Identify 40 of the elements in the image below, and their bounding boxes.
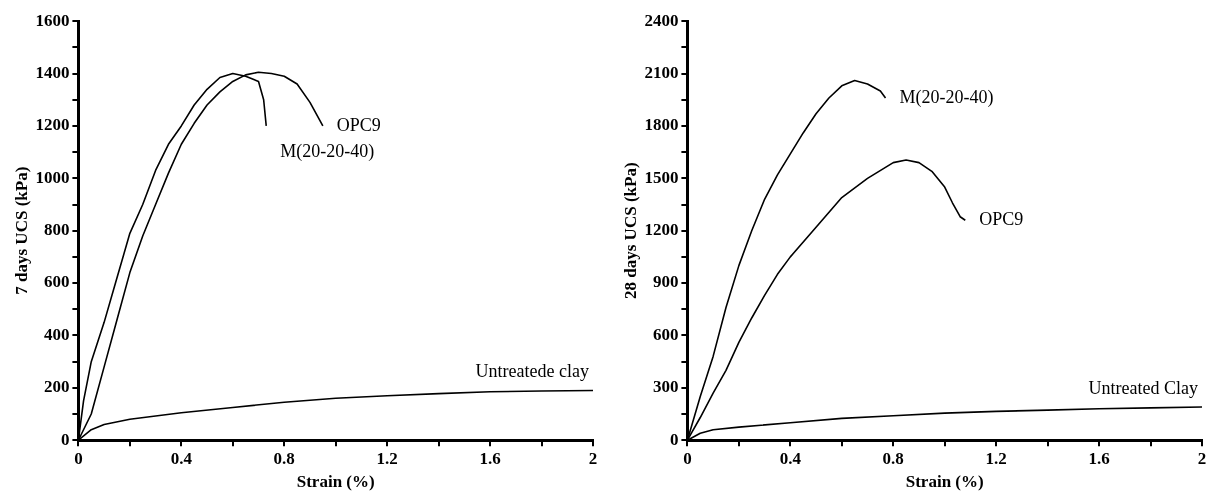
x-axis-title: Strain (%) [905,472,984,492]
x-tick-label: 0.8 [882,448,904,468]
y-tick-label: 1200 [644,220,679,240]
y-tick-label: 400 [43,324,70,344]
x-tick-label: 1.6 [479,448,501,468]
y-tick-label: 1000 [35,167,70,187]
y-axis-title: 7 days UCS (kPa) [11,166,31,295]
x-tick-label: 0 [74,448,83,468]
y-tick-label: 1600 [35,10,70,30]
series-label: M(20-20-40) [899,86,994,108]
y-tick-label: 300 [652,377,679,397]
series-label: OPC9 [336,114,381,135]
y-tick-label: 0 [60,429,70,449]
y-tick-label: 0 [669,429,679,449]
x-tick-label: 1.2 [376,448,398,468]
x-tick-label: 2 [1197,448,1207,468]
y-tick-label: 1200 [35,115,70,135]
y-tick-label: 800 [43,220,70,240]
series-label: M(20-20-40) [280,140,375,162]
x-axis-title: Strain (%) [296,472,375,492]
x-tick-label: 2 [588,448,598,468]
series-label: Untreatede clay [475,361,590,382]
y-tick-label: 200 [43,377,70,397]
y-tick-label: 2100 [644,62,679,82]
y-tick-label: 2400 [644,10,679,30]
x-tick-label: 1.2 [985,448,1007,468]
y-tick-label: 900 [652,272,679,292]
y-tick-label: 1800 [644,115,679,135]
x-tick-label: 0.4 [779,448,802,468]
x-tick-label: 0.8 [273,448,295,468]
y-tick-label: 600 [43,272,70,292]
x-tick-label: 1.6 [1088,448,1110,468]
x-tick-label: 0 [683,448,692,468]
y-tick-label: 1400 [35,62,70,82]
series-label: Untreated Clay [1088,377,1199,398]
y-tick-label: 600 [652,324,679,344]
y-tick-label: 1500 [644,167,679,187]
series-label: OPC9 [979,208,1024,229]
y-axis-title: 28 days UCS (kPa) [620,162,640,299]
x-tick-label: 0.4 [170,448,193,468]
